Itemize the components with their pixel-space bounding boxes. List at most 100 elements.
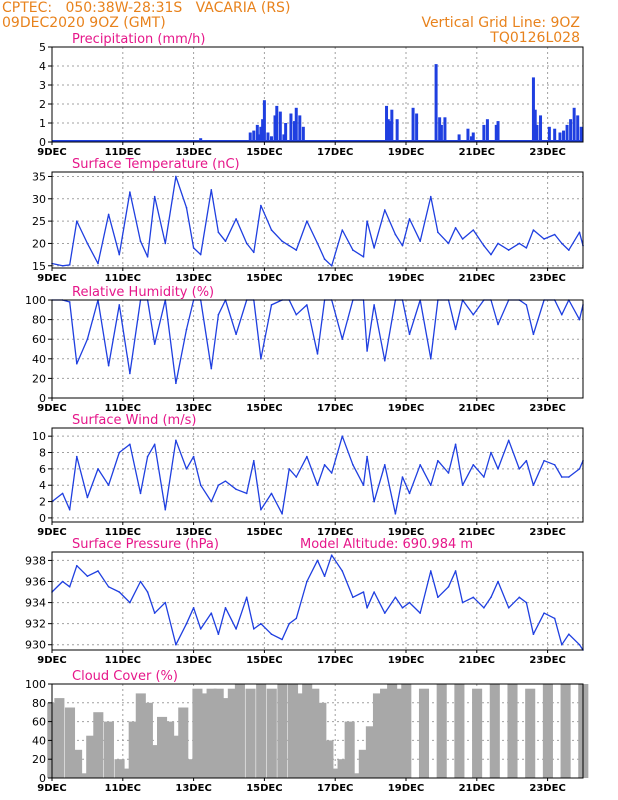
data-point [447, 472, 450, 474]
cloud-bar [114, 759, 125, 778]
data-point [472, 596, 475, 599]
x-tick-label: 11DEC [105, 783, 141, 794]
data-point [185, 328, 188, 331]
cloud-bar [128, 721, 139, 778]
panel-frame [51, 683, 584, 779]
data-point [394, 513, 397, 515]
data-point [419, 612, 421, 614]
data-point [560, 476, 563, 478]
cloud-bar [316, 702, 327, 778]
y-tick-label: 930 [25, 639, 46, 652]
data-point [507, 439, 510, 442]
data-point [270, 229, 273, 231]
x-tick-label: 9DEC [37, 273, 66, 284]
data-point [490, 596, 492, 599]
cloud-bar [351, 773, 362, 778]
y-tick-label: 4 [39, 479, 46, 492]
data-point [175, 175, 177, 178]
data-point [295, 313, 298, 316]
data-point [107, 364, 110, 367]
data-point [560, 313, 563, 316]
data-point [224, 607, 227, 609]
data-point [316, 242, 319, 245]
data-point [295, 476, 298, 478]
data-point [507, 249, 510, 251]
data-point [146, 455, 149, 458]
y-tick-label: 100 [25, 678, 46, 691]
data-point [525, 247, 528, 249]
cloud-bar [234, 684, 245, 778]
panel-title: Surface Wind (m/s) [72, 413, 196, 428]
y-tick-label: 8 [39, 447, 46, 460]
data-point [75, 564, 78, 567]
precip-bar [289, 113, 293, 142]
precip-bar [278, 111, 282, 142]
data-point [260, 204, 262, 207]
data-point [306, 220, 308, 222]
precip-bar [390, 109, 394, 142]
cloud-bar [277, 684, 288, 778]
data-point [306, 455, 308, 458]
cloud-bar [337, 759, 348, 778]
y-tick-label: 40 [32, 353, 46, 366]
data-point [553, 617, 556, 620]
precip-bar [275, 105, 279, 142]
data-point [383, 359, 386, 362]
data-point [483, 244, 485, 247]
x-tick-label: 17DEC [317, 147, 353, 158]
data-point [164, 508, 167, 511]
y-tick-label: 15 [32, 260, 46, 273]
data-point [252, 251, 255, 254]
x-tick-label: 15DEC [246, 783, 282, 794]
precip-bar [547, 126, 551, 142]
data-point [61, 264, 64, 267]
cloud-bar [418, 688, 430, 778]
data-point [75, 362, 78, 365]
data-point [553, 463, 556, 466]
data-point [217, 313, 220, 316]
data-point [341, 338, 344, 341]
data-point [366, 455, 368, 458]
data-point [68, 264, 71, 266]
data-point [199, 628, 202, 630]
panel-frame [51, 46, 584, 143]
data-point [86, 338, 89, 341]
data-point [175, 439, 177, 442]
data-point [429, 358, 432, 360]
x-tick-label: 9DEC [37, 147, 66, 158]
data-point [316, 484, 319, 487]
data-point [532, 229, 535, 231]
y-tick-label: 80 [32, 314, 46, 327]
x-tick-label: 9DEC [37, 403, 66, 414]
x-tick-label: 21DEC [459, 403, 495, 414]
x-tick-label: 15DEC [246, 403, 282, 414]
precip-bar [284, 123, 288, 142]
cloud-bar [472, 688, 483, 778]
x-tick-label: 23DEC [529, 273, 565, 284]
y-tick-label: 0 [39, 512, 46, 525]
data-point [252, 628, 255, 630]
precip-bar [471, 132, 475, 142]
data-point [560, 643, 563, 646]
data-point [295, 249, 298, 251]
y-tick-label: 1 [39, 117, 46, 130]
y-tick-label: 2 [39, 98, 46, 111]
data-point [288, 244, 290, 247]
data-point [578, 643, 581, 646]
x-tick-label: 21DEC [459, 655, 495, 666]
data-point [483, 476, 485, 478]
data-point [129, 443, 131, 446]
x-tick-label: 11DEC [105, 273, 141, 284]
data-point [408, 218, 411, 220]
x-tick-label: 13DEC [175, 527, 211, 538]
data-point [373, 591, 375, 593]
precip-bar [579, 126, 583, 142]
cloud-bar [436, 684, 447, 778]
data-point [260, 622, 262, 625]
precip-bar [562, 130, 566, 142]
precip-bar [248, 132, 252, 142]
data-point [118, 304, 121, 306]
precip-bar [466, 128, 470, 142]
data-point [185, 468, 188, 470]
data-point [330, 472, 333, 474]
